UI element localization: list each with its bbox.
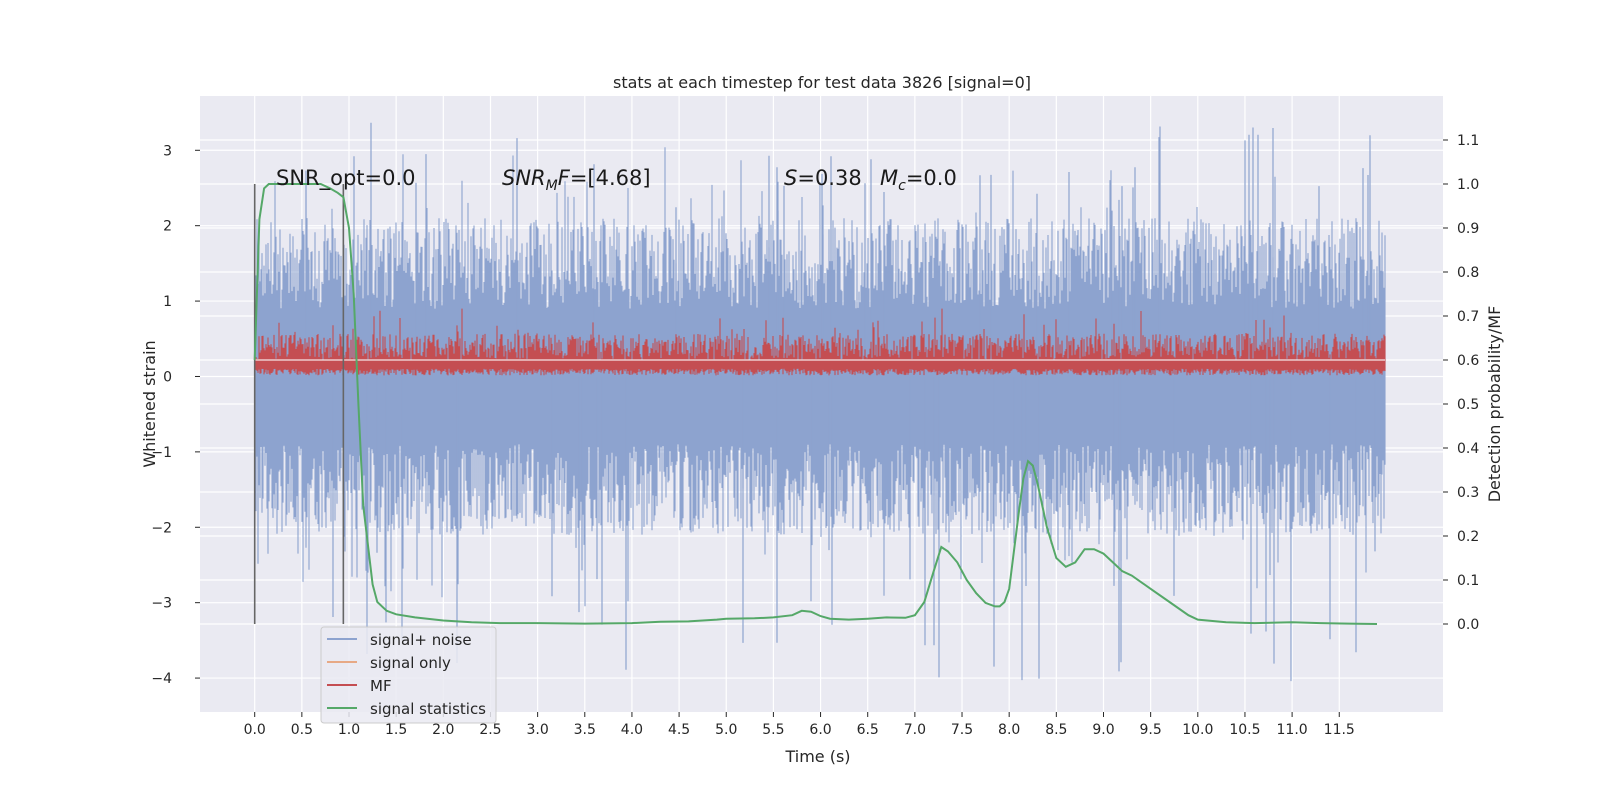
y-axis-left-label: Whitened strain xyxy=(140,340,159,467)
noise-spikes xyxy=(257,122,1376,682)
mc-label: M xyxy=(880,166,898,190)
legend-label-signal-noise: signal+ noise xyxy=(370,631,472,649)
y-right-tick-label: 0.2 xyxy=(1457,529,1479,545)
y-right-tick-label: 1.1 xyxy=(1457,133,1479,149)
annotation-snr-mf: SNRMF=[4.68] xyxy=(502,166,651,194)
x-tick-label: 4.5 xyxy=(668,722,690,738)
y-right-tick-label: 0.0 xyxy=(1457,617,1479,633)
legend-label-mf: MF xyxy=(370,677,392,695)
x-tick-label: 7.5 xyxy=(951,722,973,738)
x-tick-label: 10.5 xyxy=(1229,722,1260,738)
y-left-tick-label: 3 xyxy=(163,143,172,159)
legend-label-signal-only: signal only xyxy=(370,654,451,672)
x-tick-label: 10.0 xyxy=(1182,722,1213,738)
y-left-tick-labels: 3 2 1 0 −1 −2 −3 −4 xyxy=(151,143,200,687)
x-tick-label: 4.0 xyxy=(621,722,643,738)
y-right-tick-label: 0.6 xyxy=(1457,353,1479,369)
chart-title: stats at each timestep for test data 382… xyxy=(613,73,1031,92)
y-axis-right-label: Detection probability/MF xyxy=(1485,306,1504,503)
mc-value: =0.0 xyxy=(906,166,957,190)
x-tick-label: 9.0 xyxy=(1092,722,1114,738)
legend-label-signal-statistics: signal statistics xyxy=(370,700,486,718)
snr-mf-value: =[4.68] xyxy=(570,166,651,190)
y-right-tick-label: 0.3 xyxy=(1457,485,1479,501)
x-tick-label: 2.0 xyxy=(432,722,454,738)
vertical-markers xyxy=(253,184,345,624)
s-value: =0.38 xyxy=(797,166,861,190)
x-tick-label: 6.0 xyxy=(809,722,831,738)
x-tick-label: 8.0 xyxy=(998,722,1020,738)
y-right-tick-label: 0.8 xyxy=(1457,265,1479,281)
x-axis-label: Time (s) xyxy=(784,747,850,766)
y-right-tick-label: 0.7 xyxy=(1457,309,1479,325)
x-tick-label: 1.5 xyxy=(385,722,407,738)
y-left-tick-label: 2 xyxy=(163,219,172,235)
snr-mf-f: F xyxy=(558,166,571,190)
s-label: S xyxy=(784,166,797,190)
y-right-tick-label: 0.4 xyxy=(1457,441,1479,457)
x-tick-label: 2.5 xyxy=(479,722,501,738)
y-left-tick-label: −1 xyxy=(151,445,172,461)
mc-sub: c xyxy=(898,178,906,194)
legend-box xyxy=(320,626,497,724)
x-tick-label: 6.5 xyxy=(857,722,879,738)
x-tick-label: 3.5 xyxy=(574,722,596,738)
x-tick-label: 11.5 xyxy=(1324,722,1355,738)
x-tick-label: 8.5 xyxy=(1045,722,1067,738)
x-tick-label: 5.5 xyxy=(762,722,784,738)
y-right-tick-labels: 1.1 1.0 0.9 0.8 0.7 0.6 0.5 0.4 0.3 0.2 0.1 0.0 xyxy=(1443,133,1479,633)
series-signal-statistics xyxy=(253,183,1378,625)
x-tick-label: 7.0 xyxy=(904,722,926,738)
x-tick-label: 11.0 xyxy=(1277,722,1308,738)
annotation-s: S=0.38 xyxy=(784,166,862,190)
y-right-tick-label: 0.5 xyxy=(1457,397,1479,413)
y-left-tick-label: −3 xyxy=(151,596,172,612)
y-right-tick-label: 0.1 xyxy=(1457,573,1479,589)
x-tick-label: 9.5 xyxy=(1140,722,1162,738)
annotation-mc: Mc=0.0 xyxy=(880,166,957,194)
y-left-tick-label: −2 xyxy=(151,520,172,536)
annotation-snr-opt: SNR_opt=0.0 xyxy=(276,166,416,191)
legend: signal+ noise signal only MF signal stat… xyxy=(320,626,497,724)
x-tick-label: 3.0 xyxy=(526,722,548,738)
x-tick-label: 0.0 xyxy=(244,722,266,738)
snr-mf-base: SNR xyxy=(502,166,546,190)
y-left-tick-label: 1 xyxy=(163,294,172,310)
x-tick-label: 5.0 xyxy=(715,722,737,738)
y-right-tick-label: 1.0 xyxy=(1457,177,1479,193)
y-left-tick-label: 0 xyxy=(163,369,172,385)
snr-mf-sub: M xyxy=(546,178,558,194)
y-left-tick-label: −4 xyxy=(151,671,172,687)
y-right-tick-label: 0.9 xyxy=(1457,221,1479,237)
x-tick-labels: 0.0 0.5 1.0 1.5 2.0 2.5 3.0 3.5 4.0 4.5 5.0 5.5 6.0 6… xyxy=(244,712,1355,738)
x-tick-label: 0.5 xyxy=(291,722,313,738)
x-tick-label: 1.0 xyxy=(338,722,360,738)
